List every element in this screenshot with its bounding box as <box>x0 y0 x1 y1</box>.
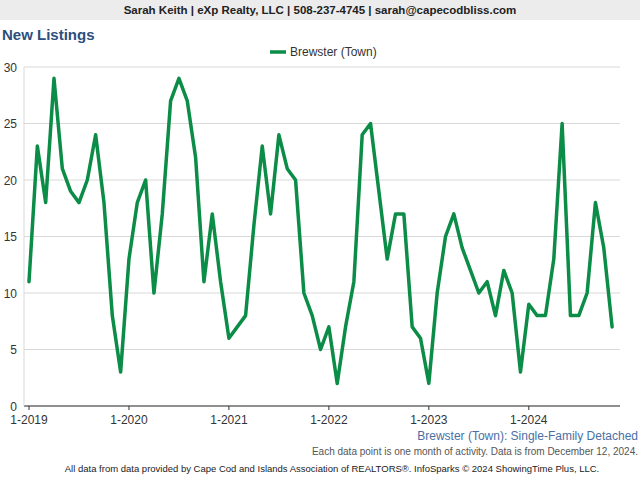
x-tick <box>328 406 329 410</box>
title: New Listings <box>2 26 95 43</box>
x-tick-label: 1-2019 <box>10 413 48 427</box>
grid-line <box>24 293 620 294</box>
y-tick-label: 30 <box>4 61 18 75</box>
grid-line <box>24 406 620 407</box>
x-tick-label: 1-2024 <box>510 413 548 427</box>
y-tick-label: 20 <box>4 174 18 188</box>
y-tick-label: 10 <box>4 287 18 301</box>
legend-label: Brewster (Town) <box>290 45 377 59</box>
footer: All data from data provided by Cape Cod … <box>65 463 600 474</box>
header: Sarah Keith | eXp Realty, LLC | 508-237-… <box>124 4 517 16</box>
x-tick-label: 1-2023 <box>410 413 448 427</box>
x-tick <box>528 406 529 410</box>
y-axis <box>24 67 25 406</box>
y-tick-label: 0 <box>10 400 17 414</box>
grid-line <box>24 67 620 68</box>
note: Each data point is one month of activity… <box>312 446 638 457</box>
y-tick-label: 25 <box>4 117 18 131</box>
grid-line <box>24 123 620 124</box>
x-axis <box>24 406 620 407</box>
series-line <box>29 78 612 383</box>
header-bar <box>0 0 640 20</box>
chart: Sarah Keith | eXp Realty, LLC | 508-237-… <box>0 0 640 480</box>
y-tick-label: 15 <box>4 230 18 244</box>
x-tick-label: 1-2020 <box>110 413 148 427</box>
x-tick <box>29 406 30 410</box>
grid-line <box>24 180 620 181</box>
x-tick <box>228 406 229 410</box>
y-tick-label: 5 <box>10 343 17 357</box>
x-tick <box>428 406 429 410</box>
x-tick <box>128 406 129 410</box>
x-tick-label: 1-2021 <box>210 413 248 427</box>
subtitle: Brewster (Town): Single-Family Detached <box>417 429 638 443</box>
x-tick-label: 1-2022 <box>310 413 348 427</box>
plot-area <box>29 78 612 383</box>
legend-swatch <box>270 50 286 54</box>
grid-line <box>24 236 620 237</box>
